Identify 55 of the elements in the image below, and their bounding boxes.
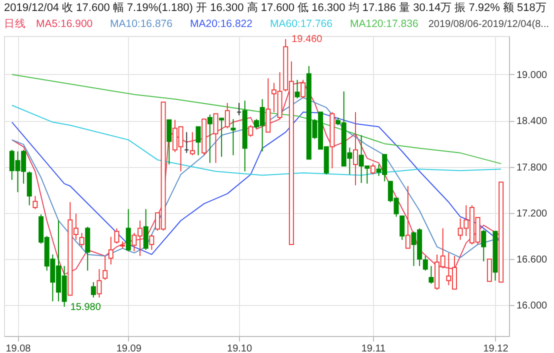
candlestick <box>90 282 96 298</box>
candlestick <box>300 79 306 99</box>
text: MA5:16.900 <box>36 18 93 30</box>
candlestick <box>405 186 410 249</box>
y-tick-label: 18.400 <box>516 116 548 128</box>
candlestick <box>190 132 195 156</box>
y-tick-label: 16.600 <box>516 254 548 266</box>
line-series <box>11 74 502 164</box>
text: MA60:17.766 <box>270 18 333 30</box>
y-tick-label: 17.200 <box>516 208 548 220</box>
candlestick <box>294 79 300 99</box>
candlestick <box>114 228 120 244</box>
candlestick <box>266 78 271 133</box>
x-tick-label: 19.12 <box>483 344 509 353</box>
text: MA20:16.822 <box>190 18 253 30</box>
candlestick <box>370 163 376 175</box>
x-tick-label: 19.09 <box>116 344 142 353</box>
candlestick <box>102 256 108 280</box>
candlestick <box>149 234 154 250</box>
candlestick <box>166 119 172 165</box>
text: MA120:17.836 <box>350 18 418 30</box>
candlestick <box>213 113 218 164</box>
x-tick-label: 19.11 <box>361 344 386 353</box>
candlestick <box>248 124 254 138</box>
y-tick-label: 17.800 <box>516 162 548 174</box>
candlestick <box>230 118 236 156</box>
candlestick <box>108 236 114 265</box>
chart-title: 2019/12/04 收 17.600 幅 7.19%(1.180) 开 16.300 高 17.600 低 16.300 均 17.186 量 30.14万 振 7.92% 额 518万 <box>4 1 546 14</box>
candlestick <box>96 268 102 298</box>
candlestick <box>481 229 486 262</box>
candlestick <box>400 216 405 240</box>
candlestick <box>486 258 492 282</box>
candlestick <box>219 118 224 158</box>
candlestick <box>224 102 230 129</box>
candlestick <box>126 208 131 252</box>
candlestick <box>353 112 358 186</box>
x-tick-label: 19.10 <box>227 344 252 353</box>
text: MA10:16.876 <box>110 18 173 30</box>
annotation: 19.460 <box>292 34 323 46</box>
candlestick <box>26 170 32 206</box>
chart-subtitle: 日线 <box>4 17 26 30</box>
line-series <box>11 104 502 176</box>
candlestick <box>32 196 38 210</box>
candlestick <box>143 208 148 250</box>
annotation: 15.980 <box>70 302 102 313</box>
candlestick <box>85 226 90 272</box>
candlestick <box>79 232 84 248</box>
candlestick <box>428 266 434 284</box>
y-tick-label: 19.000 <box>516 70 548 81</box>
x-tick-label: 19.08 <box>6 344 32 353</box>
y-tick-label: 16.000 <box>516 300 548 312</box>
candlestick <box>196 126 201 156</box>
candlestick <box>207 114 212 164</box>
text: 2019/08/06-2019/12/04(8... <box>428 19 549 30</box>
candlestick <box>422 256 428 272</box>
